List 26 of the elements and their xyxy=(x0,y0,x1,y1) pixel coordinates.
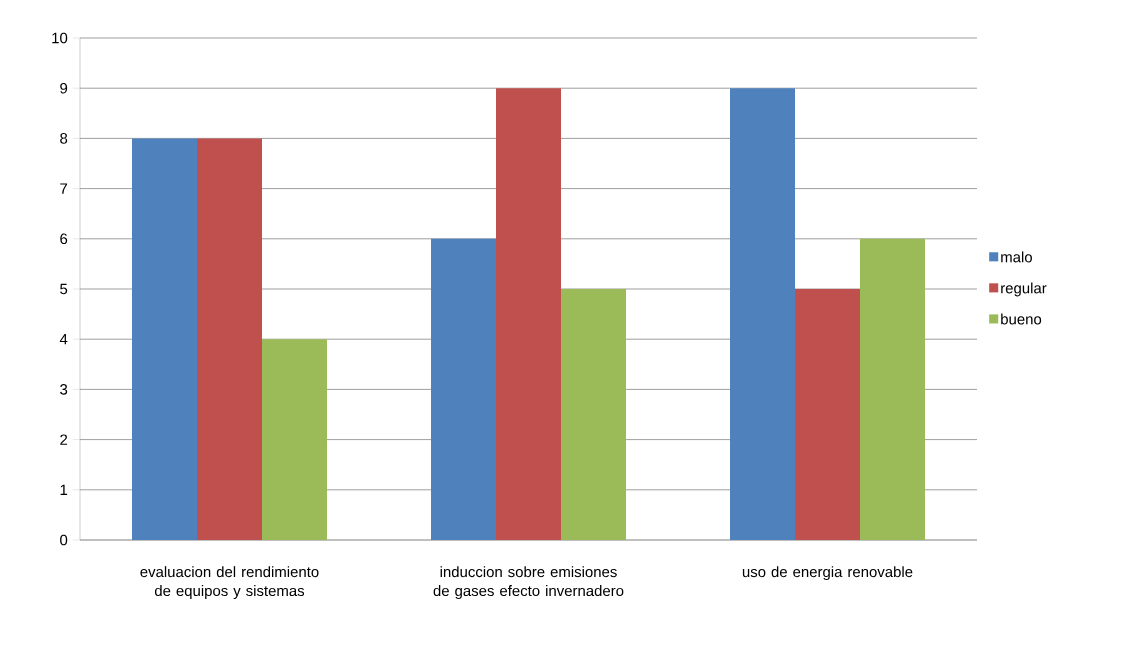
y-tick-label: 5 xyxy=(60,283,68,295)
x-tick-label: induccion sobre emisiones de gases efecto invernadero xyxy=(433,566,624,600)
y-tick-label: 7 xyxy=(60,183,68,194)
y-tick-label: 1 xyxy=(60,484,68,495)
y-tick-label: 4 xyxy=(59,334,68,345)
bar xyxy=(561,289,626,540)
bar xyxy=(431,238,496,540)
legend-label: regular xyxy=(1001,282,1047,297)
bar xyxy=(132,138,197,540)
y-tick-label: 0 xyxy=(60,534,68,546)
y-tick-label: 10 xyxy=(52,32,68,44)
legend-label: bueno xyxy=(1001,313,1042,325)
y-tick-label: 9 xyxy=(60,82,68,94)
bar xyxy=(496,88,561,540)
y-tick-label: 6 xyxy=(60,233,68,245)
y-tick-label: 3 xyxy=(60,384,68,395)
y-tick-label: 2 xyxy=(60,434,68,445)
bar xyxy=(795,289,861,540)
x-tick-label: evaluacion del rendimiento de equipos y sistemas xyxy=(140,566,319,600)
bar xyxy=(197,138,262,540)
bar xyxy=(730,88,796,540)
bar xyxy=(262,339,327,540)
x-tick-label: uso de energia renovable xyxy=(742,566,913,581)
legend-label: malo xyxy=(1001,251,1032,263)
bar xyxy=(860,238,926,540)
y-tick-label: 8 xyxy=(60,133,68,144)
